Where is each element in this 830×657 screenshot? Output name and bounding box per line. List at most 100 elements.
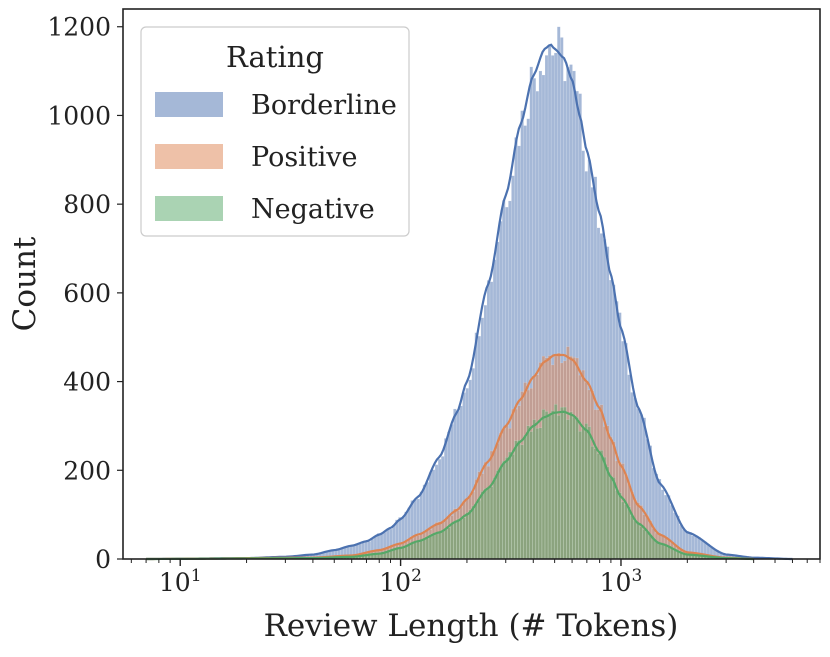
histogram-bar bbox=[419, 540, 424, 560]
x-tick-label: 102 bbox=[379, 566, 422, 597]
legend-swatch-negative bbox=[155, 196, 223, 221]
histogram-bar bbox=[480, 491, 485, 560]
histogram-bar bbox=[602, 456, 607, 560]
histogram-bar bbox=[618, 492, 622, 560]
x-tick-label: 101 bbox=[159, 566, 202, 597]
histogram-bar bbox=[526, 425, 530, 560]
y-tick-label: 200 bbox=[63, 456, 111, 485]
histogram-bar bbox=[444, 528, 448, 560]
histogram-bar bbox=[453, 521, 457, 560]
histogram-bar bbox=[413, 542, 417, 560]
histogram-bar bbox=[407, 544, 411, 560]
histogram-bar bbox=[437, 531, 442, 560]
histogram-bar bbox=[563, 406, 567, 560]
histogram-bar bbox=[590, 446, 595, 560]
histogram-bar bbox=[550, 410, 555, 560]
histogram-bar bbox=[511, 454, 515, 560]
histogram-bar bbox=[422, 537, 427, 560]
histogram-bar bbox=[514, 440, 518, 560]
legend-box bbox=[140, 26, 410, 237]
y-tick-label: 0 bbox=[95, 545, 111, 574]
legend: Rating Borderline Positive Negative bbox=[140, 26, 410, 237]
histogram-bar bbox=[557, 415, 561, 560]
histogram-bar bbox=[483, 488, 488, 560]
legend-label-borderline: Borderline bbox=[251, 90, 397, 121]
histogram-bar bbox=[456, 518, 460, 560]
histogram-bar bbox=[599, 450, 604, 560]
legend-items: Borderline Positive Negative bbox=[155, 90, 397, 225]
histogram-bar bbox=[434, 532, 439, 560]
histogram-bar bbox=[605, 466, 610, 560]
histogram-bar bbox=[621, 501, 625, 560]
histogram-bar bbox=[489, 486, 494, 560]
histogram-bar bbox=[499, 466, 503, 560]
histogram-bar bbox=[566, 419, 570, 560]
histogram-bar bbox=[471, 505, 475, 560]
histogram-bar bbox=[560, 406, 564, 560]
histogram-bar bbox=[639, 526, 643, 560]
histogram-bar bbox=[401, 547, 405, 560]
histogram-bar bbox=[440, 531, 445, 560]
histogram-bar bbox=[502, 460, 506, 560]
plot-frame bbox=[122, 8, 821, 560]
histogram-bar bbox=[630, 515, 634, 560]
histogram-bar bbox=[651, 538, 656, 560]
x-axis-ticks: 101 102 103 bbox=[130, 559, 821, 597]
histogram-bar bbox=[636, 523, 640, 560]
histogram-bar bbox=[642, 529, 647, 560]
histogram-bar bbox=[495, 470, 500, 560]
histogram-bars bbox=[285, 26, 744, 560]
histogram-bar bbox=[492, 477, 497, 560]
histogram-bar bbox=[532, 419, 537, 560]
x-axis-title: Review Length (# Tokens) bbox=[264, 608, 679, 644]
histogram-bar bbox=[569, 411, 573, 560]
histogram-bar bbox=[547, 414, 552, 560]
legend-swatch-positive bbox=[155, 144, 223, 169]
histogram-bar bbox=[404, 546, 408, 560]
histogram-bar bbox=[450, 524, 454, 560]
y-tick-label: 600 bbox=[63, 279, 111, 308]
histogram-bar bbox=[425, 538, 430, 560]
histogram-bar bbox=[584, 423, 588, 560]
histogram-bar bbox=[581, 427, 585, 560]
histogram-bar bbox=[633, 520, 637, 560]
histogram-bar bbox=[462, 517, 466, 560]
histogram-bar bbox=[575, 417, 579, 560]
histogram-bar bbox=[529, 431, 533, 560]
histogram-bar bbox=[596, 453, 601, 560]
histogram-bar bbox=[416, 541, 420, 560]
histogram-bar bbox=[474, 503, 479, 560]
histogram-bar bbox=[654, 541, 659, 560]
y-tick-label: 1200 bbox=[47, 13, 111, 42]
histogram-bar bbox=[517, 439, 521, 560]
histogram-bar bbox=[535, 428, 540, 560]
histogram-bar bbox=[447, 527, 451, 560]
y-axis-ticks: 0 200 400 600 800 1000 1200 bbox=[47, 13, 123, 574]
histogram-bar bbox=[508, 451, 512, 560]
histogram-bar bbox=[431, 533, 436, 560]
histogram-bar bbox=[544, 411, 549, 560]
histogram-bar bbox=[505, 457, 509, 560]
histogram-bar bbox=[465, 512, 469, 560]
histogram-bar bbox=[615, 490, 619, 560]
histogram-bar bbox=[410, 543, 414, 560]
histogram-bar bbox=[538, 427, 543, 560]
histogram-bar bbox=[645, 531, 650, 560]
histogram-bar bbox=[477, 499, 482, 560]
histogram-bar bbox=[486, 487, 491, 560]
histogram-bar bbox=[572, 416, 576, 560]
histogram-bar bbox=[468, 509, 472, 560]
legend-label-negative: Negative bbox=[251, 194, 375, 225]
histogram-bar bbox=[657, 542, 662, 560]
legend-label-positive: Positive bbox=[251, 142, 358, 173]
histogram-bar bbox=[663, 544, 668, 560]
y-axis-title: Count bbox=[7, 236, 43, 331]
y-tick-label: 800 bbox=[63, 190, 111, 219]
legend-swatch-borderline bbox=[155, 92, 223, 117]
histogram-bar bbox=[612, 477, 616, 560]
histogram-bar bbox=[459, 517, 463, 560]
histogram-bar bbox=[587, 426, 592, 560]
histogram-bar bbox=[608, 476, 613, 560]
